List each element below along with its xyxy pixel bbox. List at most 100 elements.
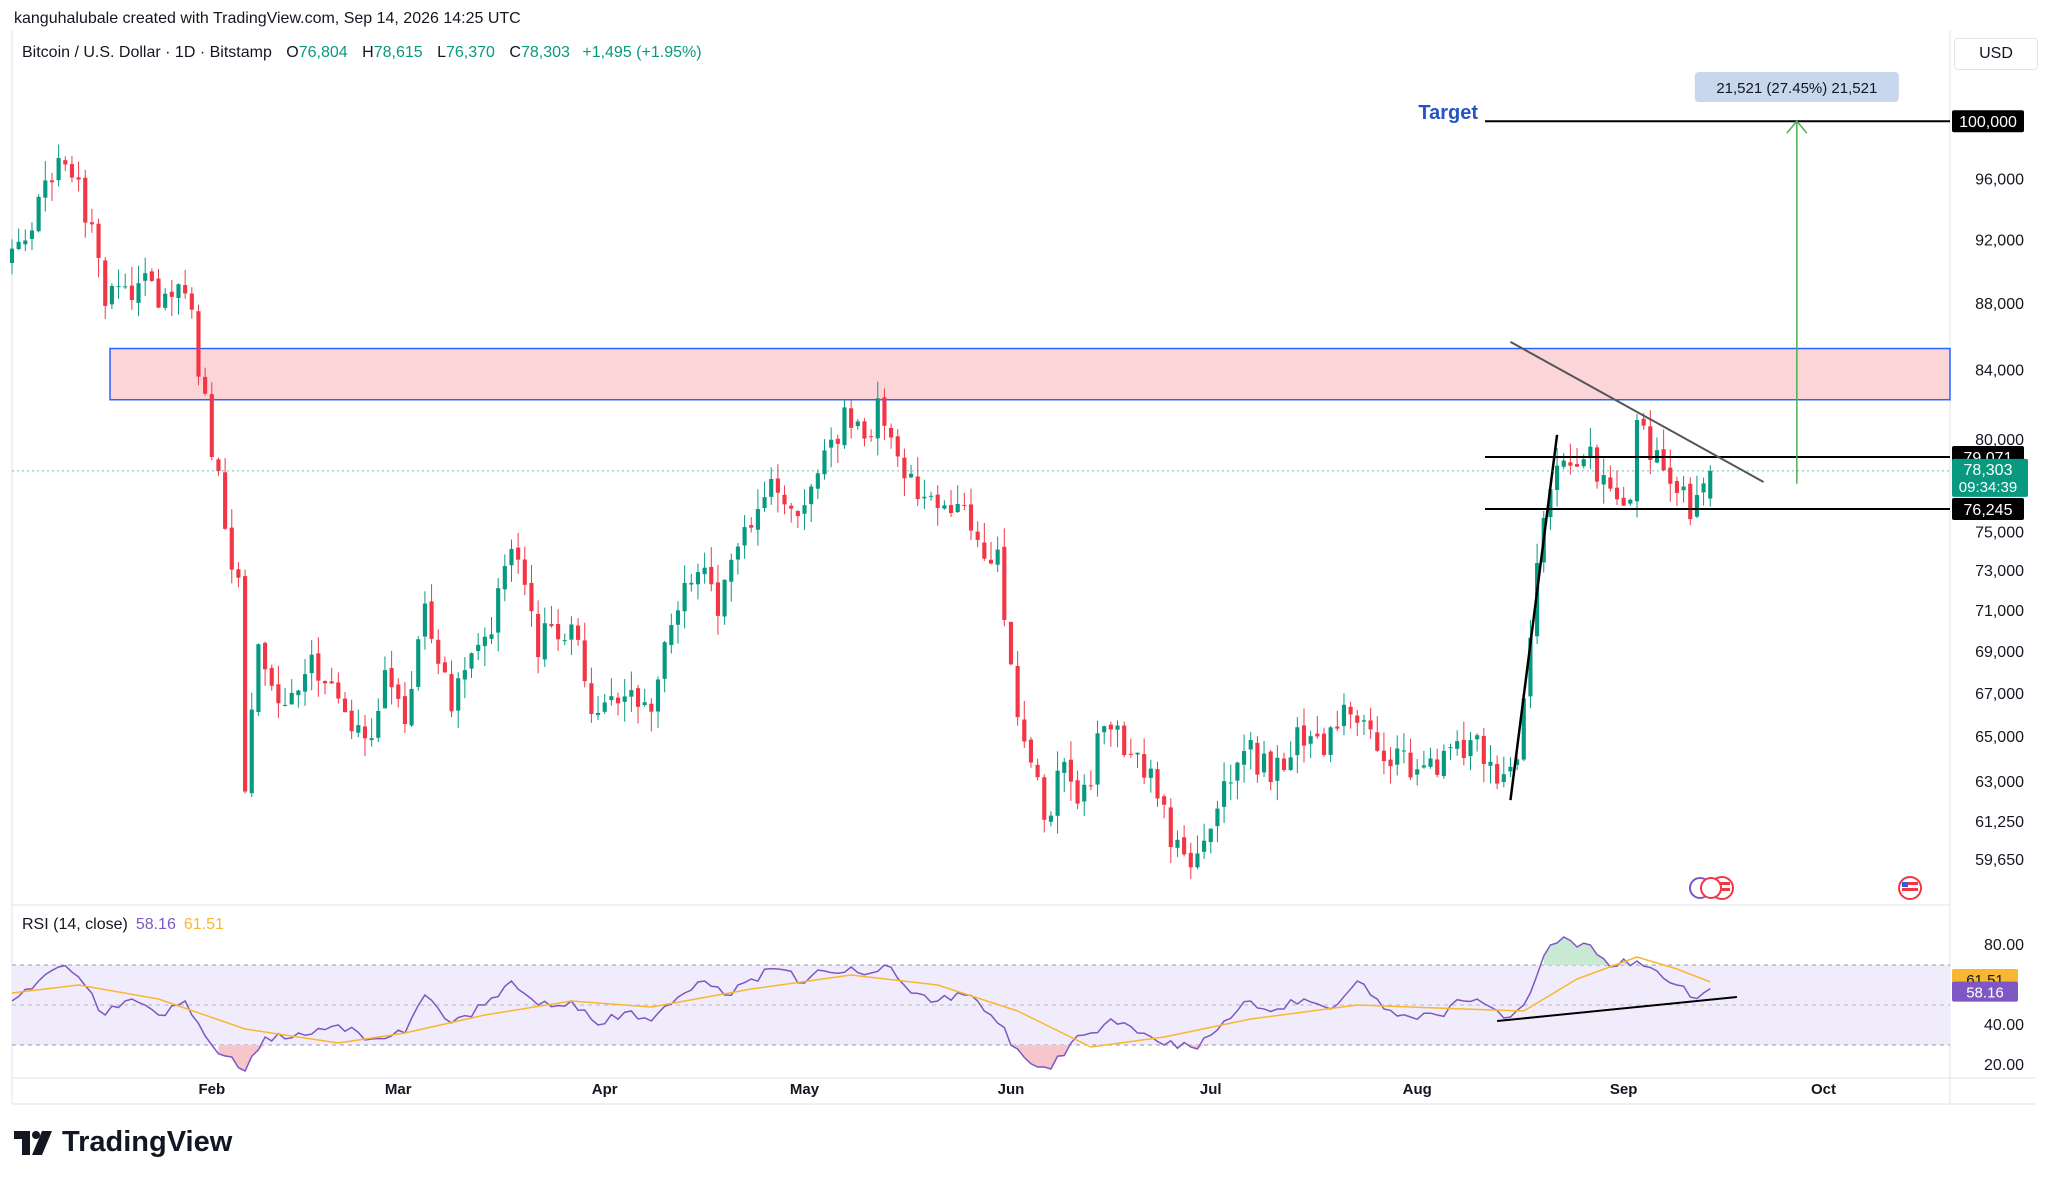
- candle: [682, 565, 687, 629]
- candle-body: [935, 494, 940, 508]
- time-tick-label: Feb: [198, 1081, 225, 1098]
- candle-body: [1042, 777, 1047, 820]
- candle-body: [43, 180, 48, 198]
- candle-body: [243, 576, 248, 792]
- candle: [1488, 745, 1493, 784]
- time-axis[interactable]: Feb Mar Apr May Jun Jul Aug Sep Oct: [198, 1081, 1836, 1098]
- candle-body: [322, 681, 328, 684]
- candle-body: [23, 240, 28, 245]
- candle-body: [1168, 807, 1173, 847]
- candle-body: [209, 394, 214, 458]
- candle: [289, 679, 294, 705]
- candle: [1681, 476, 1686, 503]
- candle-body: [1308, 736, 1313, 744]
- candle: [669, 613, 674, 654]
- candle-body: [902, 457, 907, 479]
- rsi-lines-layer: [11, 936, 1711, 1073]
- candle-body: [595, 712, 601, 715]
- candle-body: [749, 525, 754, 528]
- candle-body: [1528, 637, 1533, 697]
- rsi-legend[interactable]: RSI (14, close) 58.16 61.51: [22, 916, 224, 934]
- candle: [1614, 470, 1620, 506]
- candle-body: [722, 579, 727, 617]
- candle: [1228, 764, 1233, 801]
- candle: [1308, 730, 1313, 759]
- candle: [163, 288, 168, 311]
- price-tick-label: 92,000: [1975, 232, 2024, 249]
- candle: [629, 671, 634, 712]
- candle: [1321, 727, 1327, 757]
- descending-trendline[interactable]: [1509, 340, 1765, 483]
- candle: [922, 479, 927, 510]
- candle-body: [76, 177, 81, 180]
- candle: [1395, 735, 1400, 776]
- candle-body: [1568, 462, 1573, 466]
- candle: [1421, 750, 1426, 769]
- candle-body: [922, 496, 927, 499]
- symbol-legend[interactable]: Bitcoin / U.S. Dollar · 1D · Bitstamp O7…: [22, 44, 702, 62]
- candle-body: [915, 476, 920, 500]
- earnings-event-icon[interactable]: [1689, 877, 1722, 899]
- high-label: H: [362, 44, 374, 61]
- candle-body: [755, 509, 760, 530]
- candle: [1068, 741, 1073, 801]
- candle-body: [862, 421, 867, 439]
- candle-body: [183, 285, 188, 294]
- candle: [862, 418, 867, 447]
- candle-body: [1208, 828, 1213, 842]
- candle: [875, 381, 880, 456]
- candle-body: [695, 572, 701, 585]
- candle-body: [909, 473, 914, 478]
- candle: [1268, 749, 1273, 791]
- candle: [542, 607, 547, 667]
- candle-body: [869, 436, 874, 438]
- candle: [835, 434, 840, 463]
- candle-body: [962, 504, 967, 506]
- candle: [83, 169, 88, 238]
- candle-body: [1215, 808, 1220, 827]
- candle-body: [849, 408, 854, 428]
- candle-body: [615, 697, 621, 704]
- resistance-zone[interactable]: [109, 347, 1951, 401]
- candle: [689, 573, 694, 592]
- candle-body: [1555, 465, 1560, 490]
- candle-body: [1155, 769, 1160, 799]
- candle: [762, 481, 767, 512]
- candle-body: [263, 642, 268, 670]
- candle-body: [1248, 740, 1253, 750]
- candle: [1428, 747, 1433, 769]
- candle: [635, 684, 641, 724]
- countdown-text: 09:34:39: [1959, 479, 2017, 496]
- candle-body: [1375, 732, 1380, 751]
- candle: [602, 694, 607, 714]
- candle-body: [1435, 759, 1440, 775]
- candle: [302, 658, 308, 706]
- candle-body: [835, 438, 840, 444]
- candle-body: [136, 283, 141, 303]
- candle-body: [516, 547, 521, 560]
- candle: [582, 622, 587, 688]
- candle: [1195, 835, 1200, 870]
- candle-body: [735, 546, 740, 560]
- candle-body: [1128, 753, 1133, 755]
- price-axis[interactable]: 96,000 92,000 88,000 84,000 80,000 75,000 73,0…: [12, 110, 2028, 869]
- rsi-trendline[interactable]: [1497, 996, 1737, 1022]
- candle-body: [356, 725, 361, 733]
- candle: [1015, 651, 1020, 726]
- candle: [1441, 744, 1446, 779]
- candle: [229, 509, 234, 584]
- flagpole-line[interactable]: [1509, 434, 1559, 801]
- candle: [1135, 752, 1140, 768]
- candle: [869, 429, 874, 442]
- candle-body: [69, 164, 75, 178]
- currency-button[interactable]: USD: [1954, 38, 2038, 70]
- tradingview-logo[interactable]: TradingView: [14, 1126, 232, 1159]
- candle: [948, 490, 954, 518]
- candle: [1235, 761, 1240, 800]
- candle: [562, 633, 567, 646]
- us-flag-event-icon[interactable]: [1898, 876, 1922, 900]
- candle-body: [1188, 852, 1193, 868]
